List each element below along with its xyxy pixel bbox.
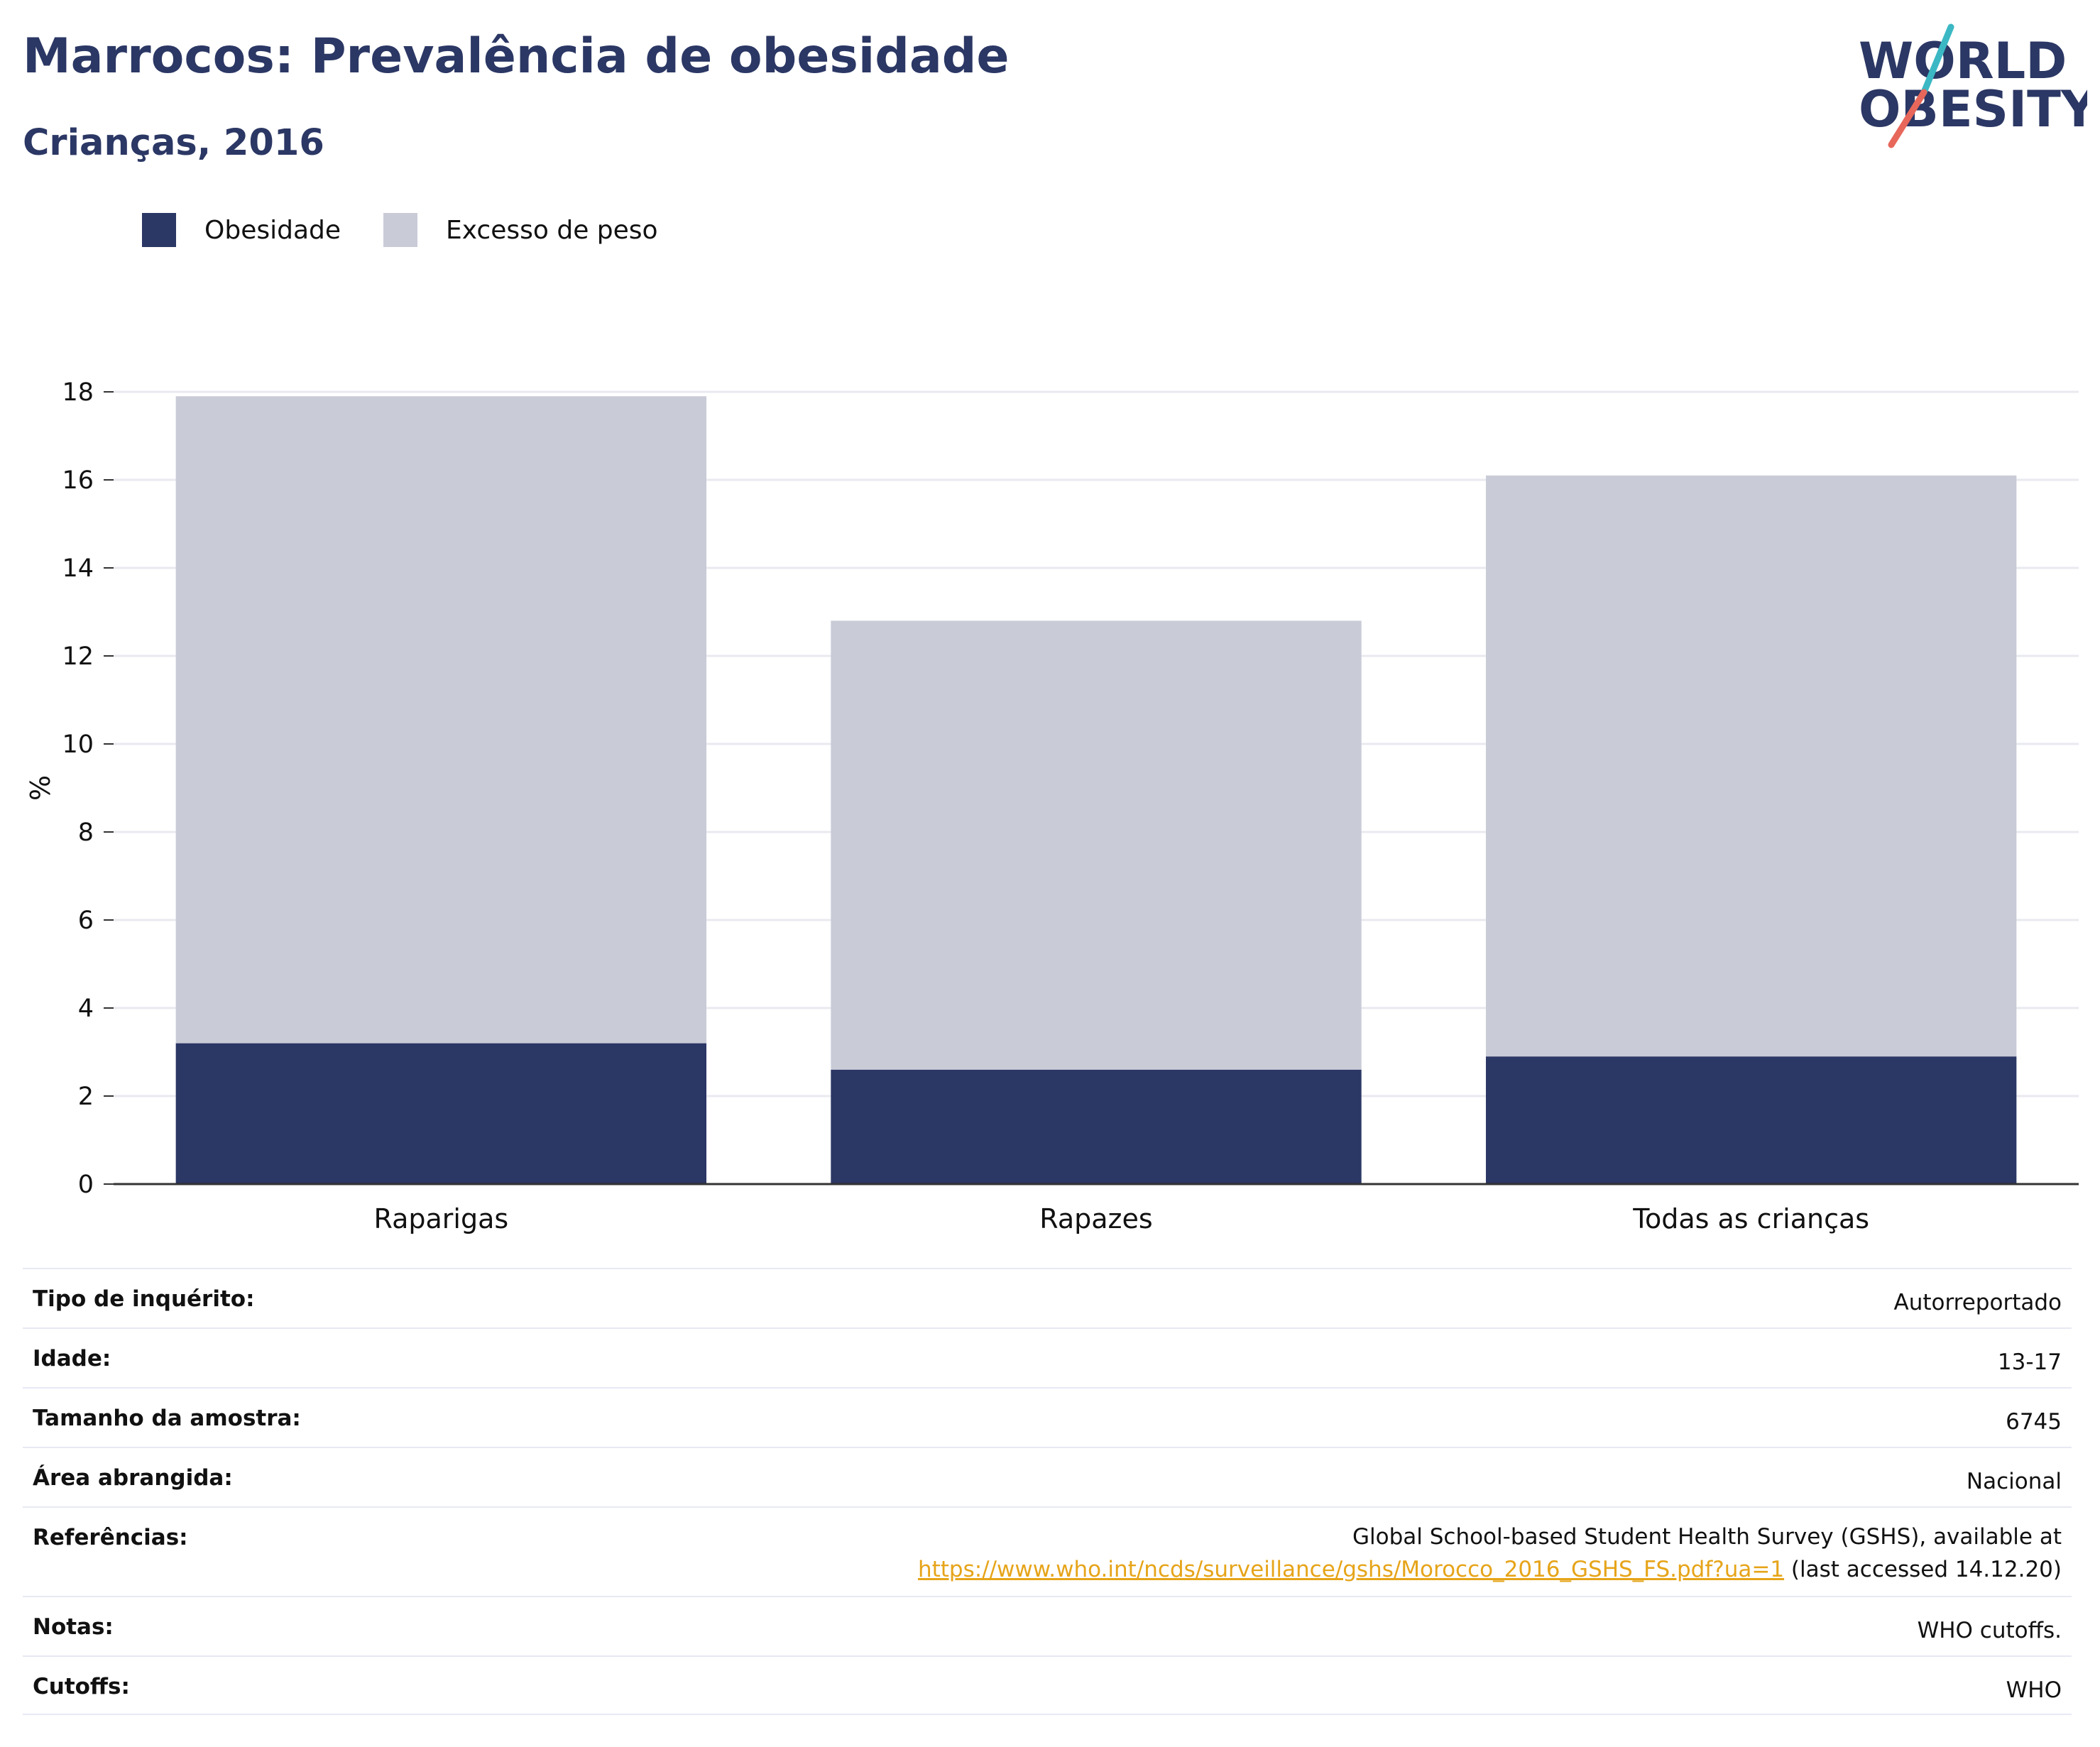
bar-excesso-de-peso-2: [1485, 475, 2017, 1057]
bar-obesidade-2: [1485, 1056, 2017, 1184]
detail-row-cutoffs: Cutoffs: WHO: [23, 1655, 2072, 1715]
legend-item-excesso-de-peso[interactable]: Excesso de peso: [383, 213, 658, 247]
legend-label-obesidade: Obesidade: [204, 215, 341, 245]
detail-label: Idade:: [33, 1346, 111, 1371]
bar-obesidade-0: [175, 1043, 707, 1184]
detail-label: Tipo de inquérito:: [33, 1286, 255, 1312]
y-axis-title: %: [25, 775, 56, 801]
y-tick-label: 8: [78, 818, 94, 847]
legend-swatch-obesidade: [142, 213, 176, 247]
detail-row-notas: Notas: WHO cutoffs.: [23, 1596, 2072, 1655]
detail-value: 13-17: [1997, 1349, 2062, 1375]
bar-excesso-de-peso-1: [831, 620, 1362, 1070]
detail-row-amostra: Tamanho da amostra: 6745: [23, 1387, 2072, 1447]
y-tick-label: 2: [78, 1083, 94, 1111]
world-obesity-logo: WORLD OBESITY: [1859, 23, 2087, 148]
legend-swatch-excesso-de-peso: [383, 213, 418, 247]
y-tick-label: 4: [78, 995, 94, 1023]
bar-obesidade-1: [831, 1069, 1362, 1184]
bar-chart: 0 2 4 6 8 10 12 14 16 18% Raparigas Rapazes Todas as…: [25, 378, 2079, 1234]
detail-label: Área abrangida:: [33, 1465, 233, 1491]
detail-label: Cutoffs:: [33, 1674, 130, 1699]
detail-value: Nacional: [1966, 1469, 2062, 1494]
y-tick-label: 6: [78, 907, 94, 935]
x-tick-label: Rapazes: [1039, 1203, 1152, 1234]
detail-label: Notas:: [33, 1614, 114, 1640]
detail-row-idade: Idade: 13-17: [23, 1327, 2072, 1387]
detail-row-tipo: Tipo de inquérito: Autorreportado: [23, 1268, 2072, 1327]
detail-value: WHO: [2006, 1677, 2062, 1703]
legend-label-excesso-de-peso: Excesso de peso: [446, 215, 658, 245]
detail-value: 6745: [2006, 1409, 2062, 1435]
detail-label: Referências:: [33, 1525, 188, 1550]
logo-slash-top: [1920, 23, 1954, 96]
logo-text-obesity: OBESITY: [1859, 80, 2087, 138]
x-tick-label: Raparigas: [374, 1203, 509, 1234]
detail-label: Tamanho da amostra:: [33, 1406, 301, 1431]
survey-details-table: Tipo de inquérito: Autorreportado Idade:…: [23, 1268, 2072, 1715]
logo-text-world: WORLD: [1859, 32, 2067, 90]
detail-value: WHO cutoffs.: [1917, 1618, 2062, 1643]
y-tick-label: 18: [62, 378, 94, 407]
chart-legend: Obesidade Excesso de peso: [142, 210, 701, 250]
reference-link[interactable]: https://www.who.int/ncds/surveillance/gs…: [917, 1557, 1785, 1582]
bar-excesso-de-peso-0: [175, 396, 707, 1044]
y-tick-label: 0: [78, 1171, 94, 1199]
reference-suffix: (last accessed 14.12.20): [1784, 1557, 2062, 1582]
legend-item-obesidade[interactable]: Obesidade: [142, 213, 341, 247]
detail-value: Autorreportado: [1893, 1290, 2062, 1315]
chart-subtitle: Crianças, 2016: [23, 122, 324, 164]
detail-value-references: Global School-based Student Health Surve…: [918, 1521, 2062, 1586]
y-tick-label: 16: [62, 466, 94, 495]
detail-row-referencias: Referências: Global School-based Student…: [23, 1506, 2072, 1596]
y-tick-label: 14: [62, 554, 94, 583]
logo-slash-bottom: [1888, 89, 1927, 148]
y-tick-label: 12: [62, 642, 94, 671]
y-tick-label: 10: [62, 730, 94, 759]
reference-text: Global School-based Student Health Surve…: [1352, 1524, 2062, 1550]
chart-title: Marrocos: Prevalência de obesidade: [23, 28, 1010, 84]
x-tick-label: Todas as crianças: [1632, 1203, 1869, 1234]
detail-row-area: Área abrangida: Nacional: [23, 1447, 2072, 1506]
